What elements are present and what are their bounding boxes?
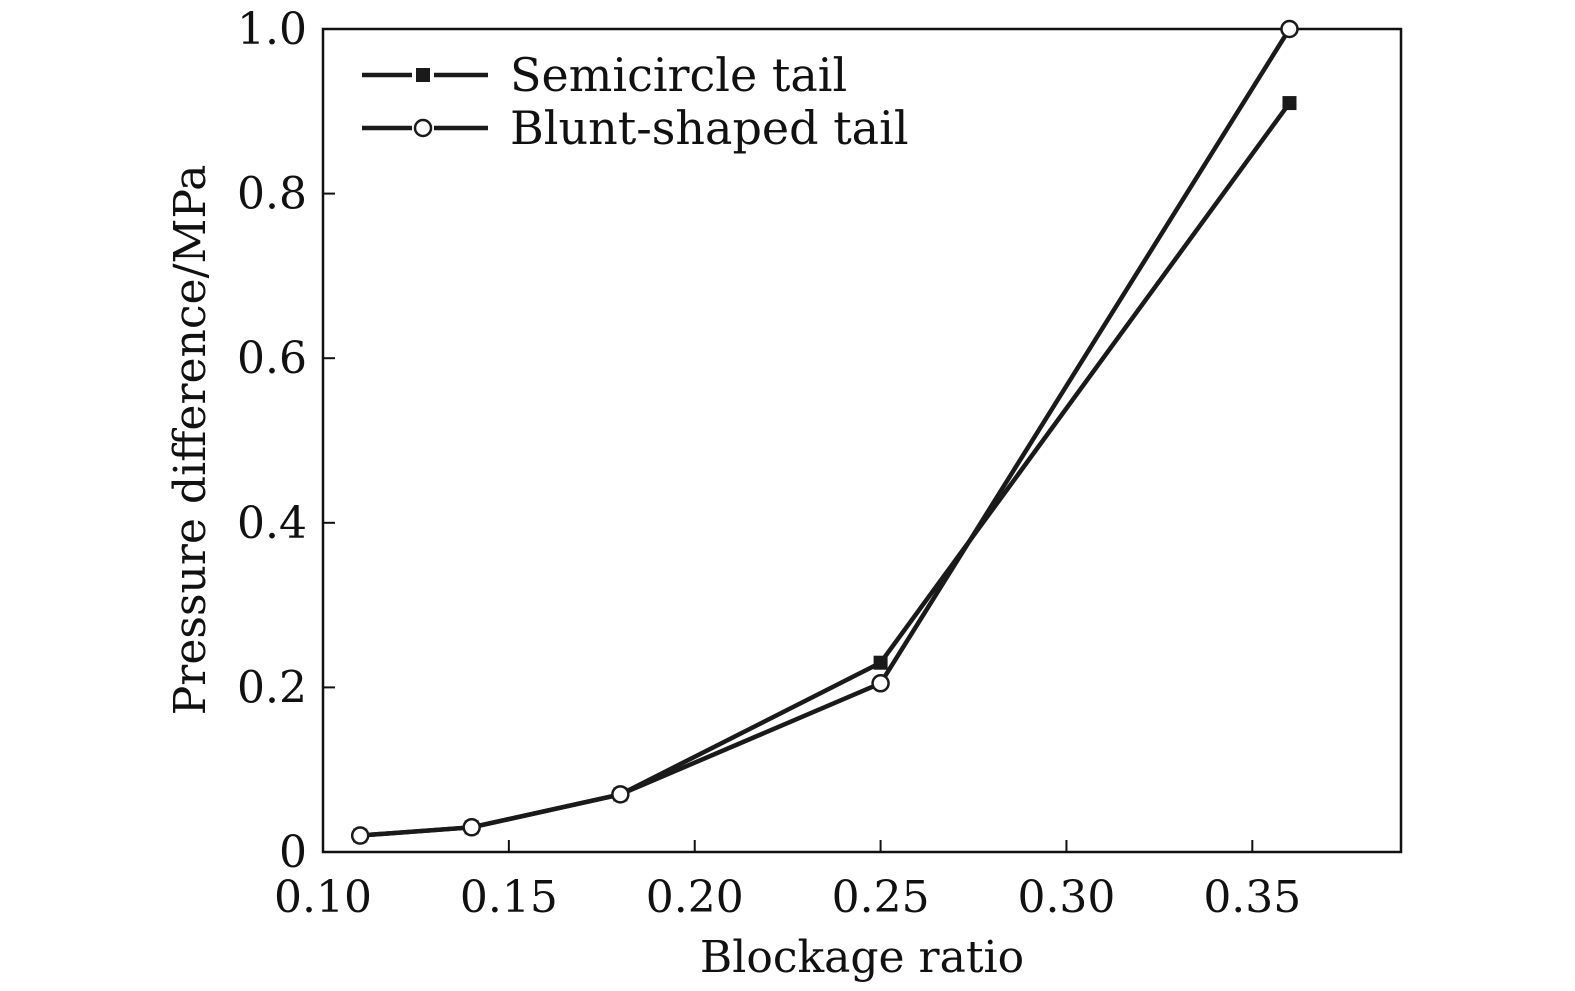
x-axis-title: Blockage ratio	[700, 932, 1024, 983]
x-tick-label: 0.25	[832, 872, 930, 923]
x-axis: 0.10 0.15 0.20 0.25 0.30 0.35	[274, 840, 1301, 923]
y-tick-label: 0.8	[237, 169, 307, 220]
x-tick-label: 0.30	[1017, 872, 1115, 923]
y-tick-label: 0.6	[237, 333, 307, 384]
semicircle-data-point	[1282, 96, 1297, 111]
legend-label: Semicircle tail	[510, 48, 847, 102]
plot-area	[350, 19, 1299, 845]
y-axis: 0 0.2 0.4 0.6 0.8 1.0	[237, 4, 335, 878]
legend-label: Blunt-shaped tail	[510, 101, 909, 155]
blunt-data-point	[611, 785, 630, 804]
blunt-data-point	[462, 818, 481, 837]
legend-circle-marker	[413, 118, 433, 138]
y-tick-label: 1.0	[237, 4, 307, 55]
semicircle-data-point	[873, 655, 888, 670]
legend-square-marker	[416, 68, 430, 82]
x-tick-label: 0.10	[274, 872, 372, 923]
plot-frame	[321, 27, 1403, 854]
x-tick-label: 0.35	[1203, 872, 1301, 923]
blunt-data-point	[871, 674, 890, 693]
series-line-1	[360, 101, 1292, 838]
y-axis-title: Pressure difference/MPa	[165, 165, 216, 716]
y-tick-label: 0.2	[237, 662, 307, 713]
blunt-data-point	[350, 826, 370, 845]
blunt-data-point	[1280, 19, 1299, 39]
y-tick-label: 0.4	[237, 498, 307, 549]
x-tick-label: 0.15	[460, 872, 558, 923]
y-tick-label: 0	[279, 827, 307, 878]
x-tick-label: 0.20	[646, 872, 744, 923]
